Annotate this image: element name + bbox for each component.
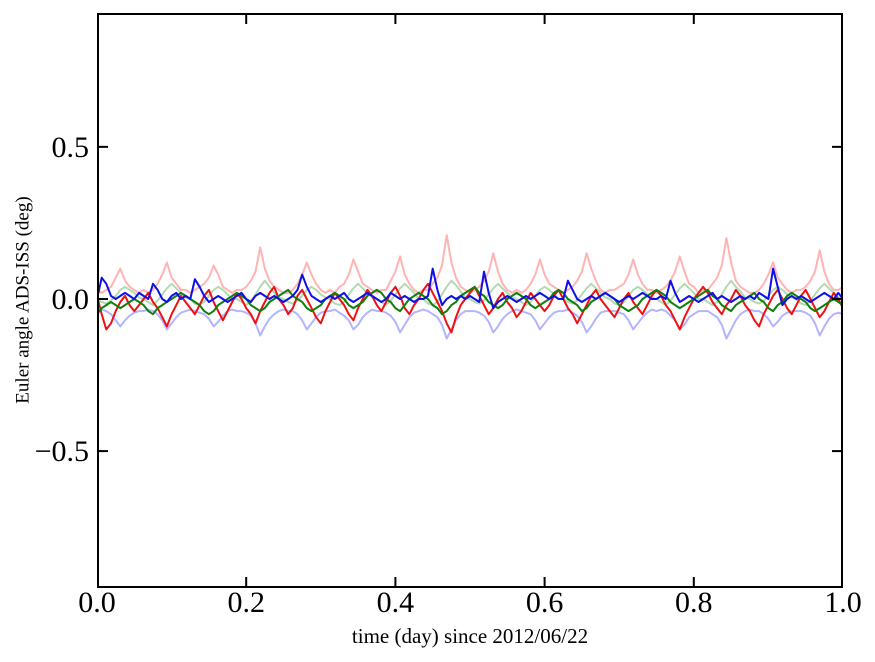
series-blue: [97, 267, 843, 310]
y-tick-label: 0.0: [51, 283, 90, 317]
x-tick-label: 0.6: [525, 586, 564, 619]
x-tick-label: 0.8: [675, 586, 713, 619]
series-red: [97, 282, 843, 334]
y-tick-label: −0.5: [34, 435, 89, 469]
axes-frame: [97, 13, 843, 588]
x-tick-label: 1.0: [824, 586, 862, 619]
x-tick-label: 0.0: [78, 586, 116, 619]
y-axis-label: Euler angle ADS-ISS (deg): [12, 196, 34, 404]
x-tick-label: 0.2: [227, 586, 265, 619]
series-light-red: [97, 234, 843, 294]
x-axis-label: time (day) since 2012/06/22: [351, 624, 589, 648]
series-green: [97, 285, 843, 316]
plot-area: [97, 13, 843, 588]
x-tick-label: 0.4: [376, 586, 415, 619]
y-tick-label: 0.5: [51, 131, 90, 165]
